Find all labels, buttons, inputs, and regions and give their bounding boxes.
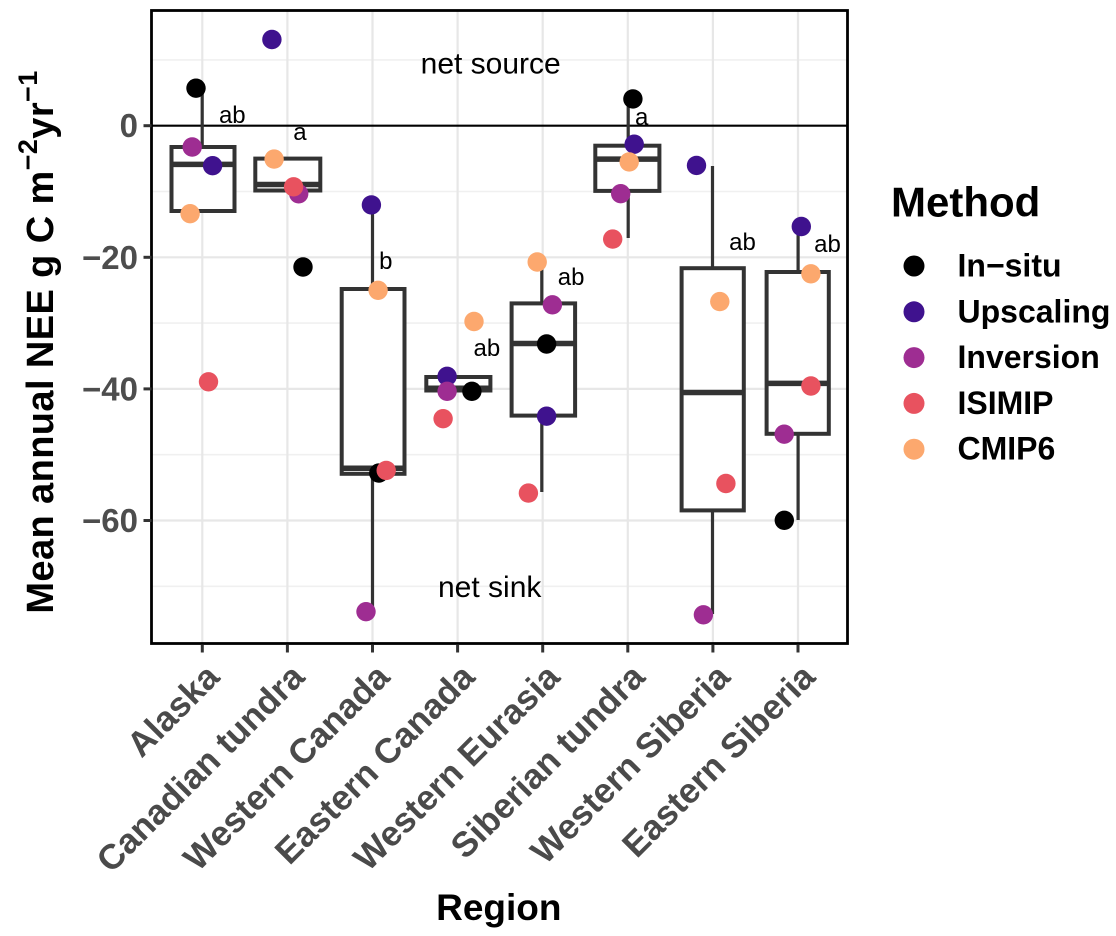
svg-text:net sink: net sink <box>438 571 542 604</box>
svg-text:a: a <box>635 104 649 131</box>
svg-text:ab: ab <box>219 102 246 129</box>
svg-text:−60: −60 <box>82 502 138 539</box>
svg-text:0: 0 <box>120 107 138 144</box>
svg-text:ab: ab <box>814 231 841 258</box>
svg-text:In−situ: In−situ <box>958 248 1062 284</box>
svg-text:Upscaling: Upscaling <box>958 293 1111 329</box>
svg-text:CMIP6: CMIP6 <box>958 431 1056 467</box>
svg-text:ab: ab <box>474 335 501 362</box>
svg-text:Region: Region <box>436 887 561 928</box>
svg-text:net source: net source <box>421 48 561 81</box>
svg-text:Inversion: Inversion <box>958 339 1100 375</box>
svg-text:b: b <box>379 248 392 275</box>
svg-text:Method: Method <box>891 179 1040 226</box>
svg-text:ab: ab <box>729 229 756 256</box>
svg-text:−40: −40 <box>82 370 138 407</box>
svg-text:a: a <box>293 119 307 146</box>
svg-text:ISIMIP: ISIMIP <box>958 385 1054 421</box>
svg-text:−20: −20 <box>82 239 138 276</box>
svg-text:ab: ab <box>558 264 585 291</box>
